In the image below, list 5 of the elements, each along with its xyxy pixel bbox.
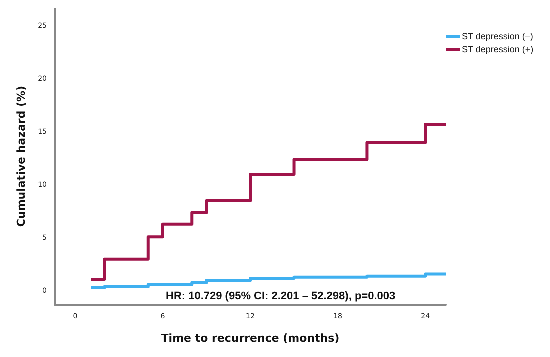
- annotation: HR: 10.729 (95% CI: 2.201 – 52.298), p=0.003: [166, 290, 396, 302]
- y-axis-title: Cumulative hazard (%): [15, 86, 28, 228]
- x-axis-title: Time to recurrence (months): [161, 332, 340, 345]
- legend-label: ST depression (–): [462, 32, 534, 42]
- legend-label: ST depression (+): [462, 44, 534, 54]
